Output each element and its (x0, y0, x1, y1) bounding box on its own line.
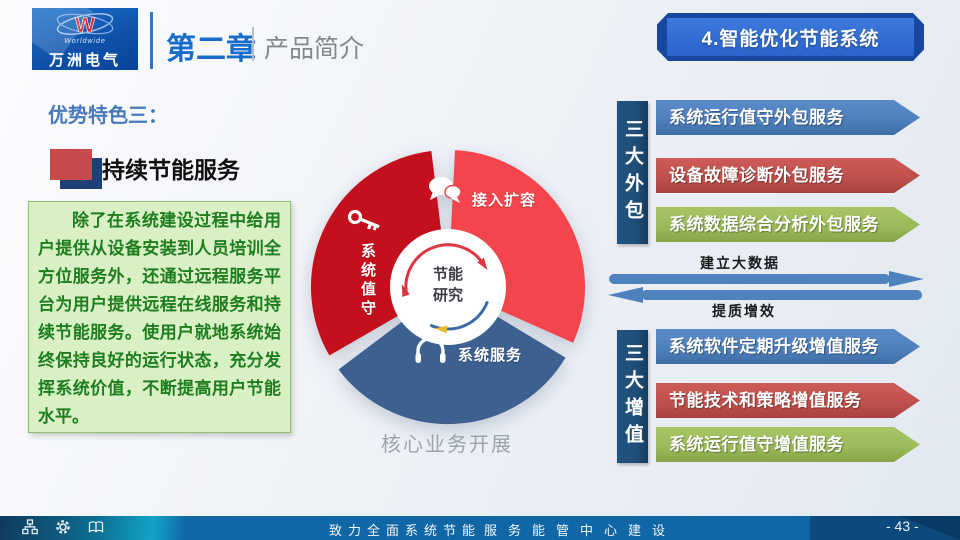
book-icon (88, 521, 104, 533)
page-number: - 43 - (886, 518, 919, 534)
donut-center-text: 节能 研究 (416, 264, 480, 306)
flow-arrows (608, 271, 924, 303)
outsourcing-item-2: 设备故障诊断外包服务 (656, 158, 920, 193)
forward-arrow-bar (609, 274, 890, 284)
value-added-item-3: 系统运行值守增值服务 (656, 427, 920, 462)
cycle-arrow (477, 257, 488, 270)
chat-bubbles-icon (429, 177, 462, 203)
donut-center-line1: 节能 (432, 266, 463, 283)
headphones-icon (415, 336, 446, 363)
cycle-arc-blue (429, 300, 489, 331)
value-added-title-bar: 三大增值 (617, 330, 648, 463)
bullet-square (50, 149, 92, 180)
key-icon (347, 209, 380, 231)
feature-label: 优势特色三： (48, 105, 168, 127)
w-globe-icon: W (56, 13, 114, 37)
chart-caption: 核心业务开展 (381, 434, 513, 456)
forward-arrow-head (889, 271, 924, 287)
segment-service (338, 315, 566, 425)
value-added-item-2: 节能技术和策略增值服务 (656, 383, 920, 418)
cycle-arc-red (404, 243, 486, 295)
footer-slogan-right: 服务能管中心建设 (484, 523, 677, 538)
backward-arrow-bar (641, 290, 922, 300)
segment-expand (449, 150, 585, 343)
value-added-item-1: 系统软件定期升级增值服务 (656, 329, 920, 364)
footer-bar (0, 516, 960, 540)
title-separator (252, 27, 254, 61)
logo-name: 万洲电气 (48, 52, 121, 69)
donut-label-duty: 系统值守 (359, 243, 376, 319)
title-divider (150, 12, 153, 69)
flow-backward-label: 提质增效 (712, 303, 776, 319)
company-logo: W Worldwide 万洲电气 (32, 8, 138, 70)
flow-forward-label: 建立大数据 (700, 255, 780, 271)
donut-center-line2: 研究 (432, 287, 463, 304)
core-business-donut (300, 140, 596, 436)
sitemap-icon (22, 519, 38, 535)
topic-banner: 4.智能优化节能系统 (657, 13, 924, 61)
section-title: 产品简介 (264, 35, 365, 63)
donut-label-service: 系统服务 (458, 347, 523, 364)
chapter-title: 第二章 (166, 33, 256, 66)
description-box: 除了在系统建设过程中给用户提供从设备安装到人员培训全方位服务外，还通过远程服务平… (28, 201, 291, 433)
outsourcing-title-bar: 三大外包 (617, 101, 648, 244)
donut-label-expand: 接入扩容 (472, 192, 537, 209)
backward-arrow-head (608, 287, 643, 303)
gear-icon (56, 520, 70, 534)
description-text: 除了在系统建设过程中给用户提供从设备安装到人员培训全方位服务外，还通过远程服务平… (38, 211, 281, 426)
outsourcing-item-3: 系统数据综合分析外包服务 (656, 207, 920, 242)
outsourcing-item-1: 系统运行值守外包服务 (656, 100, 920, 135)
logo-subtitle: Worldwide (64, 38, 106, 45)
cycle-arrow (435, 325, 448, 334)
topic-banner-label: 4.智能优化节能系统 (667, 18, 914, 56)
feature-title: 持续节能服务 (102, 157, 240, 183)
svg-text:W: W (75, 14, 95, 37)
footer-slogan-left: 致力全面系统节能 (329, 523, 482, 538)
segment-duty (311, 151, 443, 356)
cycle-arrow (401, 284, 410, 298)
footer-page-zone (810, 516, 960, 540)
